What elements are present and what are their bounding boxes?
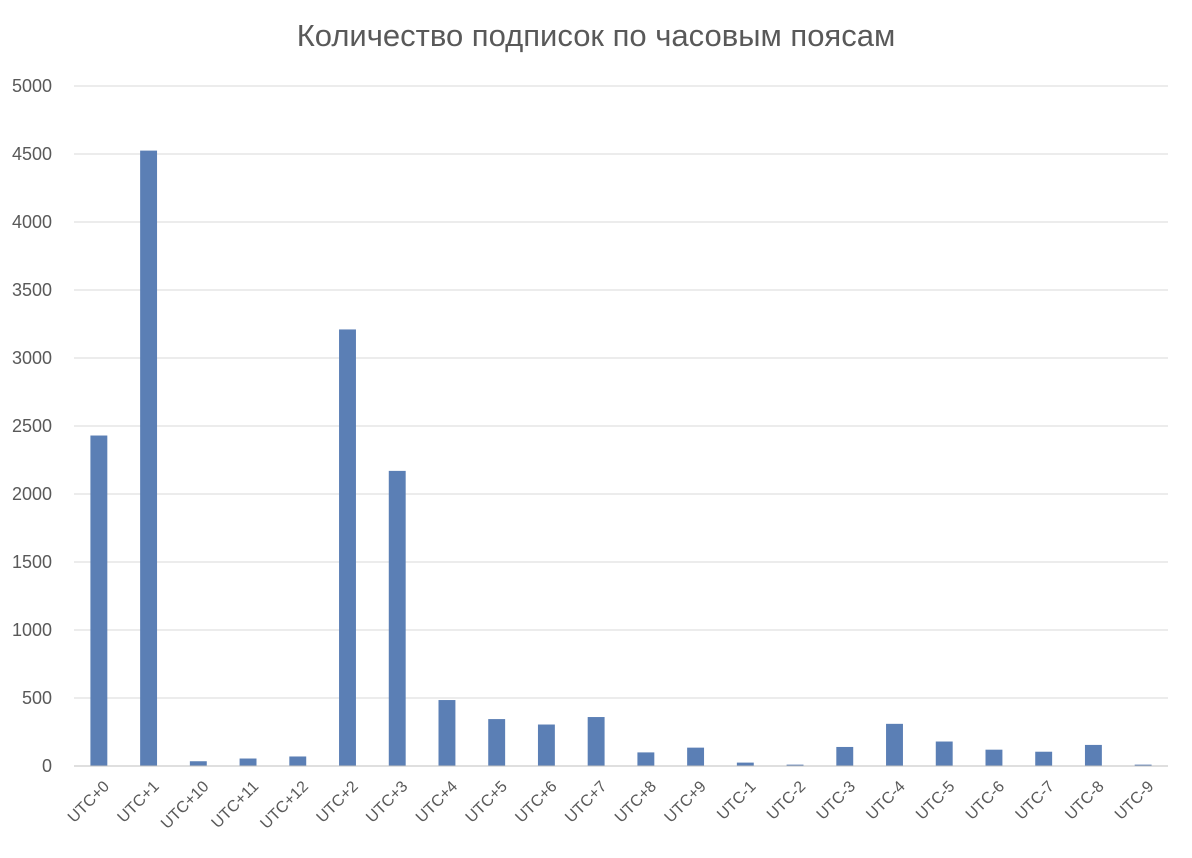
x-tick-label: UTC+0 (65, 778, 113, 826)
bar (1084, 744, 1102, 766)
bar (140, 150, 158, 767)
x-tick-label: UTC+7 (562, 778, 610, 826)
bar (587, 717, 605, 766)
x-tick-label: UTC+1 (115, 778, 163, 826)
bar (537, 724, 555, 766)
y-tick-label: 3000 (12, 348, 52, 368)
bar (935, 741, 953, 766)
x-tick-label: UTC+11 (209, 778, 263, 832)
x-tick-label: UTC-4 (863, 778, 908, 823)
bar (339, 329, 356, 766)
y-tick-label: 1500 (12, 552, 52, 572)
bar (488, 719, 506, 766)
y-axis-ticks: 0 500 1000 1500 2000 2500 3000 3500 4000 4500 5000 (12, 76, 52, 776)
bar (239, 758, 257, 766)
bar (786, 764, 804, 766)
gridlines (74, 85, 1168, 699)
x-tick-label: UTC+4 (413, 778, 461, 826)
bar (289, 756, 307, 766)
bar (388, 470, 406, 766)
x-tick-label: UTC+8 (612, 778, 660, 826)
y-tick-label: 0 (42, 756, 52, 776)
y-tick-label: 500 (22, 688, 52, 708)
bar (90, 435, 108, 766)
bar (1134, 764, 1152, 766)
y-tick-label: 2500 (12, 416, 52, 436)
y-tick-label: 1000 (12, 620, 52, 640)
bar (985, 749, 1003, 766)
x-tick-label: UTC-7 (1013, 778, 1058, 823)
bar (836, 746, 854, 766)
bar (687, 747, 705, 766)
x-tick-label: UTC-8 (1062, 778, 1107, 823)
x-tick-label: UTC+9 (662, 778, 710, 826)
x-tick-label: UTC+2 (314, 778, 362, 826)
x-tick-label: UTC+5 (463, 778, 511, 826)
bar (189, 761, 207, 766)
x-tick-label: UTC+12 (257, 778, 312, 833)
y-tick-label: 4000 (12, 212, 52, 232)
x-tick-label: UTC-5 (913, 778, 958, 823)
bars (90, 150, 1152, 767)
x-tick-label: UTC+10 (158, 778, 213, 833)
y-tick-label: 3500 (12, 280, 52, 300)
chart-title: Количество подписок по часовым поясам (297, 18, 896, 53)
bar (637, 752, 655, 766)
x-tick-label: UTC-1 (714, 778, 759, 823)
x-tick-label: UTC-6 (963, 778, 1008, 823)
bar (438, 700, 456, 766)
x-tick-label: UTC-9 (1112, 778, 1157, 823)
bar (736, 762, 754, 766)
x-tick-label: UTC-2 (764, 778, 809, 823)
y-tick-label: 4500 (12, 144, 52, 164)
bar (1035, 751, 1053, 766)
x-tick-label: UTC+6 (512, 778, 560, 826)
x-tick-label: UTC-3 (814, 778, 859, 823)
x-tick-label: UTC+3 (363, 778, 411, 826)
y-tick-label: 2000 (12, 484, 52, 504)
y-tick-label: 5000 (12, 76, 52, 96)
bar (886, 723, 903, 766)
